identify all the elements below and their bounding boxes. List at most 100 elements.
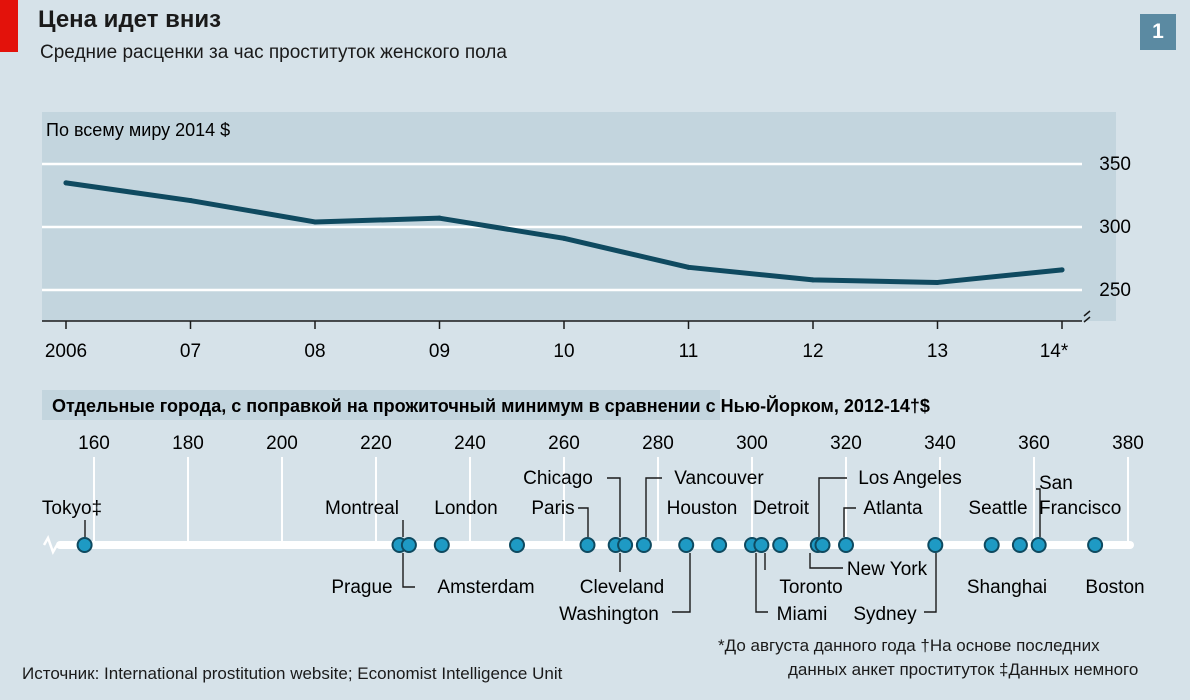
line-chart-panel [42, 112, 1116, 321]
city-dot [509, 537, 525, 553]
city-label: Washington [559, 604, 659, 625]
city-dot [1087, 537, 1104, 553]
chart-subtitle: Средние расценки за час проституток женс… [40, 42, 507, 63]
city-dot [711, 537, 728, 553]
leader-line [645, 477, 662, 537]
city-label: Detroit [753, 498, 810, 519]
x-tick-label: 320 [830, 433, 862, 454]
x-tick-label: 08 [304, 341, 325, 362]
price-data-point [686, 264, 691, 270]
city-label: Tokyo‡ [42, 498, 102, 519]
x-tick-label: 340 [924, 433, 956, 454]
price-data-point [63, 180, 69, 186]
city-label: Houston [667, 498, 738, 519]
x-tick-label: 280 [642, 433, 674, 454]
x-tick-label: 14* [1040, 341, 1069, 362]
scatter-title: Отдельные города, с поправкой на прожито… [52, 395, 930, 416]
city-label: London [434, 498, 497, 519]
city-dot [579, 537, 596, 553]
city-dot [433, 537, 450, 553]
city-label: San Francisco [1039, 473, 1121, 519]
x-tick-label: 240 [454, 433, 486, 454]
city-dot [983, 537, 1000, 553]
source-label: Источник [22, 664, 95, 683]
price-data-point [935, 279, 940, 285]
x-tick-label: 11 [679, 341, 699, 362]
footnote-line-1: *До августа данного года †На основе посл… [718, 636, 1100, 655]
x-tick-label: 300 [736, 433, 768, 454]
axis-break-icon [1083, 310, 1091, 323]
price-data-point [437, 215, 442, 221]
city-dot [678, 537, 695, 553]
x-tick-label: 2006 [45, 341, 87, 362]
x-tick-label: 07 [180, 341, 201, 362]
source-note: Источник: International prostitution web… [22, 664, 562, 684]
x-tick-label: 160 [78, 433, 110, 454]
chart-title: Цена идет вниз [38, 6, 222, 33]
price-data-point [1059, 267, 1065, 273]
leader-line [924, 553, 937, 613]
city-label: Atlanta [863, 498, 923, 519]
y-tick-label: 250 [1099, 280, 1131, 301]
price-data-point [810, 277, 816, 283]
city-label: Boston [1085, 577, 1144, 598]
scale-break-icon [42, 535, 59, 555]
x-tick-label: 12 [802, 341, 823, 362]
x-tick-label: 10 [553, 341, 574, 362]
city-dot [635, 537, 652, 553]
city-dot [753, 537, 770, 553]
price-data-point [312, 219, 318, 225]
city-dot [838, 537, 854, 553]
x-tick-label: 180 [172, 433, 204, 454]
city-label: Sydney [853, 604, 917, 625]
y-tick-label: 300 [1099, 217, 1131, 238]
chart-number-badge: 1 [1140, 14, 1176, 50]
line-chart-title: По всему миру 2014 $ [46, 120, 230, 140]
leader-line [818, 477, 847, 537]
brand-accent-bar [0, 0, 18, 52]
city-label: Chicago [523, 468, 593, 489]
city-dot [927, 537, 944, 553]
x-tick-label: 09 [429, 341, 450, 362]
city-label: Montreal [325, 498, 399, 519]
x-tick-label: 360 [1018, 433, 1050, 454]
city-dot [1030, 537, 1047, 553]
city-dot [772, 537, 789, 553]
footnote-line-2: данных анкет проституток ‡Данных немного [788, 660, 1139, 679]
y-tick-label: 350 [1099, 154, 1131, 175]
leader-line [755, 553, 768, 613]
city-label: Vancouver [674, 468, 764, 489]
scatter-title-panel [42, 390, 720, 420]
leader-line [1036, 488, 1041, 537]
city-label: Shanghai [967, 577, 1047, 598]
city-label: Toronto [779, 577, 842, 598]
city-label: Amsterdam [437, 577, 534, 598]
leader-line [578, 507, 589, 537]
city-label: Cleveland [580, 577, 665, 598]
x-tick-label: 380 [1112, 433, 1144, 454]
city-label: Miami [777, 604, 828, 625]
city-dot [76, 537, 93, 553]
leader-line [607, 477, 621, 537]
source-text: : International prostitution website; Ec… [94, 664, 563, 683]
city-dot [617, 537, 634, 553]
leader-line [402, 553, 415, 588]
leader-line [843, 507, 856, 537]
x-tick-label: 13 [927, 341, 948, 362]
leader-line [809, 553, 843, 569]
city-dot [1011, 537, 1028, 553]
city-label: Paris [531, 498, 574, 519]
price-data-point [188, 198, 193, 204]
leader-line [672, 553, 691, 613]
x-tick-label: 200 [266, 433, 298, 454]
city-label: Los Angeles [858, 468, 962, 489]
city-dot [400, 537, 417, 553]
city-label: Seattle [968, 498, 1027, 519]
x-tick-label: 260 [548, 433, 580, 454]
x-tick-label: 220 [360, 433, 392, 454]
city-dot [814, 537, 831, 553]
price-data-point [561, 235, 567, 241]
city-label: New York [847, 559, 928, 580]
city-label: Prague [331, 577, 392, 598]
